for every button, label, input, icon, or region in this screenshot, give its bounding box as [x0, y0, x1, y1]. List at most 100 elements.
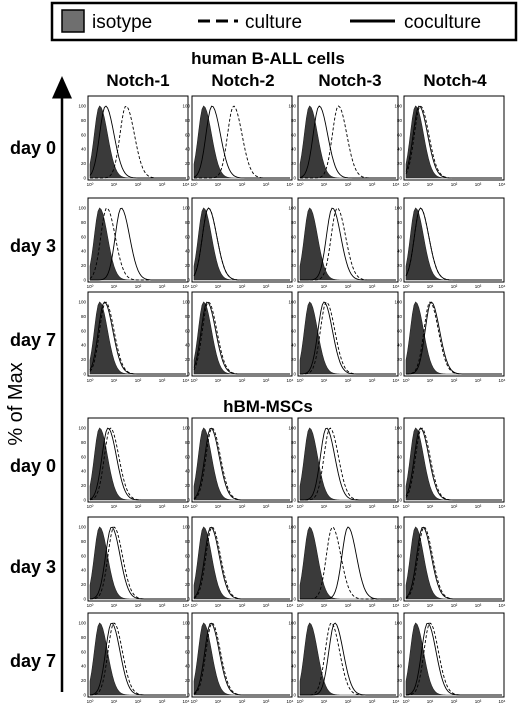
- y-tick-label: 20: [185, 263, 191, 268]
- x-tick-label: 10⁰: [403, 182, 410, 187]
- x-tick-label: 10⁰: [191, 182, 198, 187]
- y-tick-label: 80: [397, 220, 403, 225]
- x-tick-label: 10⁰: [403, 699, 410, 704]
- y-tick-label: 80: [397, 118, 403, 123]
- x-tick-label: 10⁴: [287, 182, 294, 187]
- y-tick-label: 80: [185, 220, 191, 225]
- legend-culture-label: culture: [245, 12, 302, 33]
- x-tick-label: 10²: [135, 182, 142, 187]
- x-tick-label: 10³: [159, 504, 166, 509]
- y-tick-label: 0: [399, 372, 402, 377]
- y-tick-label: 40: [81, 343, 87, 348]
- x-tick-label: 10¹: [215, 603, 222, 608]
- x-tick-label: 10²: [345, 182, 352, 187]
- x-tick-label: 10¹: [215, 378, 222, 383]
- y-tick-label: 40: [185, 249, 191, 254]
- y-tick-label: 40: [291, 664, 297, 669]
- y-tick-label: 60: [81, 234, 87, 239]
- x-tick-label: 10⁴: [183, 699, 190, 704]
- x-tick-label: 10¹: [215, 284, 222, 289]
- y-tick-label: 80: [81, 440, 87, 445]
- y-tick-label: 100: [78, 621, 86, 626]
- y-tick-label: 60: [81, 454, 87, 459]
- y-tick-label: 100: [288, 621, 296, 626]
- y-tick-label: 40: [291, 469, 297, 474]
- y-tick-label: 20: [397, 263, 403, 268]
- x-tick-label: 10³: [263, 504, 270, 509]
- x-tick-label: 10¹: [427, 699, 434, 704]
- coculture-histogram: [300, 207, 396, 281]
- histogram-panel: 0 20 40 60 80 100 10⁰ 10¹ 10² 10³ 10⁴: [182, 417, 294, 509]
- y-tick-label: 20: [185, 357, 191, 362]
- y-tick-label: 40: [397, 147, 403, 152]
- y-tick-label: 60: [397, 454, 403, 459]
- histogram-panel: 0 20 40 60 80 100 10⁰ 10¹ 10² 10³ 10⁴: [78, 612, 190, 704]
- x-tick-label: 10⁰: [87, 603, 94, 608]
- y-tick-label: 0: [187, 498, 190, 503]
- x-tick-label: 10⁴: [499, 378, 506, 383]
- x-tick-label: 10³: [475, 603, 482, 608]
- y-tick-label: 100: [394, 525, 402, 530]
- legend-box: [50, 1, 518, 42]
- y-tick-label: 40: [81, 664, 87, 669]
- y-tick-label: 80: [397, 635, 403, 640]
- x-tick-label: 10⁴: [183, 603, 190, 608]
- x-tick-label: 10²: [451, 699, 458, 704]
- x-tick-label: 10²: [345, 284, 352, 289]
- culture-histogram: [300, 207, 396, 281]
- x-tick-label: 10²: [345, 378, 352, 383]
- x-tick-label: 10³: [475, 699, 482, 704]
- y-tick-label: 40: [291, 249, 297, 254]
- x-tick-label: 10⁴: [183, 284, 190, 289]
- coculture-histogram: [193, 301, 290, 375]
- x-tick-label: 10⁴: [287, 699, 294, 704]
- y-tick-label: 100: [394, 104, 402, 109]
- y-tick-label: 20: [81, 357, 87, 362]
- y-tick-label: 0: [83, 693, 86, 698]
- histogram-panel: 0 20 40 60 80 100 10⁰ 10¹ 10² 10³ 10⁴: [182, 291, 294, 383]
- y-tick-label: 100: [394, 621, 402, 626]
- y-tick-label: 80: [81, 118, 87, 123]
- y-tick-label: 40: [397, 343, 403, 348]
- y-tick-label: 80: [81, 539, 87, 544]
- y-tick-label: 0: [399, 278, 402, 283]
- coculture-histogram: [300, 622, 396, 696]
- x-tick-label: 10¹: [111, 182, 118, 187]
- y-tick-label: 60: [397, 234, 403, 239]
- y-tick-label: 0: [399, 176, 402, 181]
- y-tick-label: 40: [397, 568, 403, 573]
- y-tick-label: 20: [397, 483, 403, 488]
- y-tick-label: 60: [291, 132, 297, 137]
- y-tick-label: 40: [397, 664, 403, 669]
- x-tick-label: 10¹: [215, 182, 222, 187]
- y-tick-label: 100: [78, 104, 86, 109]
- histogram-panel: 0 20 40 60 80 100 10⁰ 10¹ 10² 10³ 10⁴: [394, 516, 506, 608]
- coculture-histogram: [89, 526, 186, 600]
- y-tick-label: 80: [397, 539, 403, 544]
- x-tick-label: 10⁴: [499, 699, 506, 704]
- y-tick-label: 100: [394, 426, 402, 431]
- histogram-panel: 0 20 40 60 80 100 10⁰ 10¹ 10² 10³ 10⁴: [394, 291, 506, 383]
- x-tick-label: 10⁰: [87, 504, 94, 509]
- coculture-histogram: [193, 427, 290, 501]
- y-tick-label: 60: [185, 454, 191, 459]
- y-tick-label: 0: [187, 278, 190, 283]
- y-tick-label: 20: [185, 161, 191, 166]
- y-tick-label: 80: [81, 314, 87, 319]
- y-tick-label: 20: [397, 161, 403, 166]
- y-tick-label: 100: [78, 525, 86, 530]
- culture-histogram: [89, 622, 186, 696]
- y-tick-label: 60: [185, 649, 191, 654]
- y-tick-label: 0: [293, 176, 296, 181]
- x-tick-label: 10¹: [427, 603, 434, 608]
- y-tick-label: 40: [81, 568, 87, 573]
- y-tick-label: 100: [182, 104, 190, 109]
- x-tick-label: 10³: [159, 603, 166, 608]
- y-tick-label: 0: [83, 372, 86, 377]
- x-tick-label: 10⁰: [403, 378, 410, 383]
- x-tick-label: 10³: [369, 182, 376, 187]
- y-tick-label: 60: [397, 553, 403, 558]
- x-tick-label: 10⁴: [393, 504, 400, 509]
- y-tick-label: 60: [397, 649, 403, 654]
- x-tick-label: 10⁴: [499, 603, 506, 608]
